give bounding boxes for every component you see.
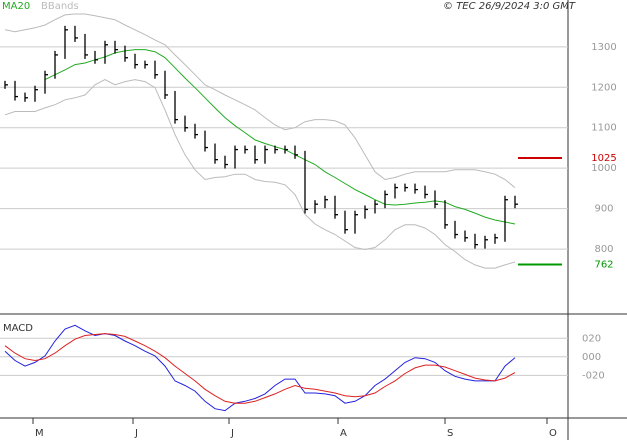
y-tick-label: 1300 (591, 42, 616, 53)
bollinger-band (4, 13, 516, 188)
y-tick-label: 000 (582, 352, 601, 363)
x-tick-label: J (230, 428, 234, 439)
legend-bbands: BBands (41, 1, 79, 12)
y-tick-label: 1100 (591, 123, 616, 134)
x-tick-label: M (35, 428, 44, 439)
x-tick-label: O (549, 428, 557, 439)
macd-line (4, 324, 516, 412)
x-tick-label: J (134, 428, 138, 439)
copyright: © TEC 26/9/2024 3:0 GMT (443, 1, 576, 12)
y-tick-label: -020 (582, 370, 605, 381)
x-tick-label: S (447, 428, 453, 439)
x-tick-label: A (340, 428, 347, 439)
level-label: 1025 (591, 153, 616, 164)
macd-title: MACD (3, 323, 33, 334)
legend-ma20: MA20 (2, 1, 30, 12)
y-tick-label: 020 (582, 333, 601, 344)
bollinger-band (4, 79, 516, 269)
ma-line (44, 49, 516, 225)
macd-line (4, 333, 516, 404)
y-tick-label: 1000 (591, 163, 616, 174)
y-tick-label: 1200 (591, 82, 616, 93)
y-tick-label: 900 (594, 204, 613, 215)
y-tick-label: 800 (594, 244, 613, 255)
level-label: 762 (594, 259, 613, 270)
